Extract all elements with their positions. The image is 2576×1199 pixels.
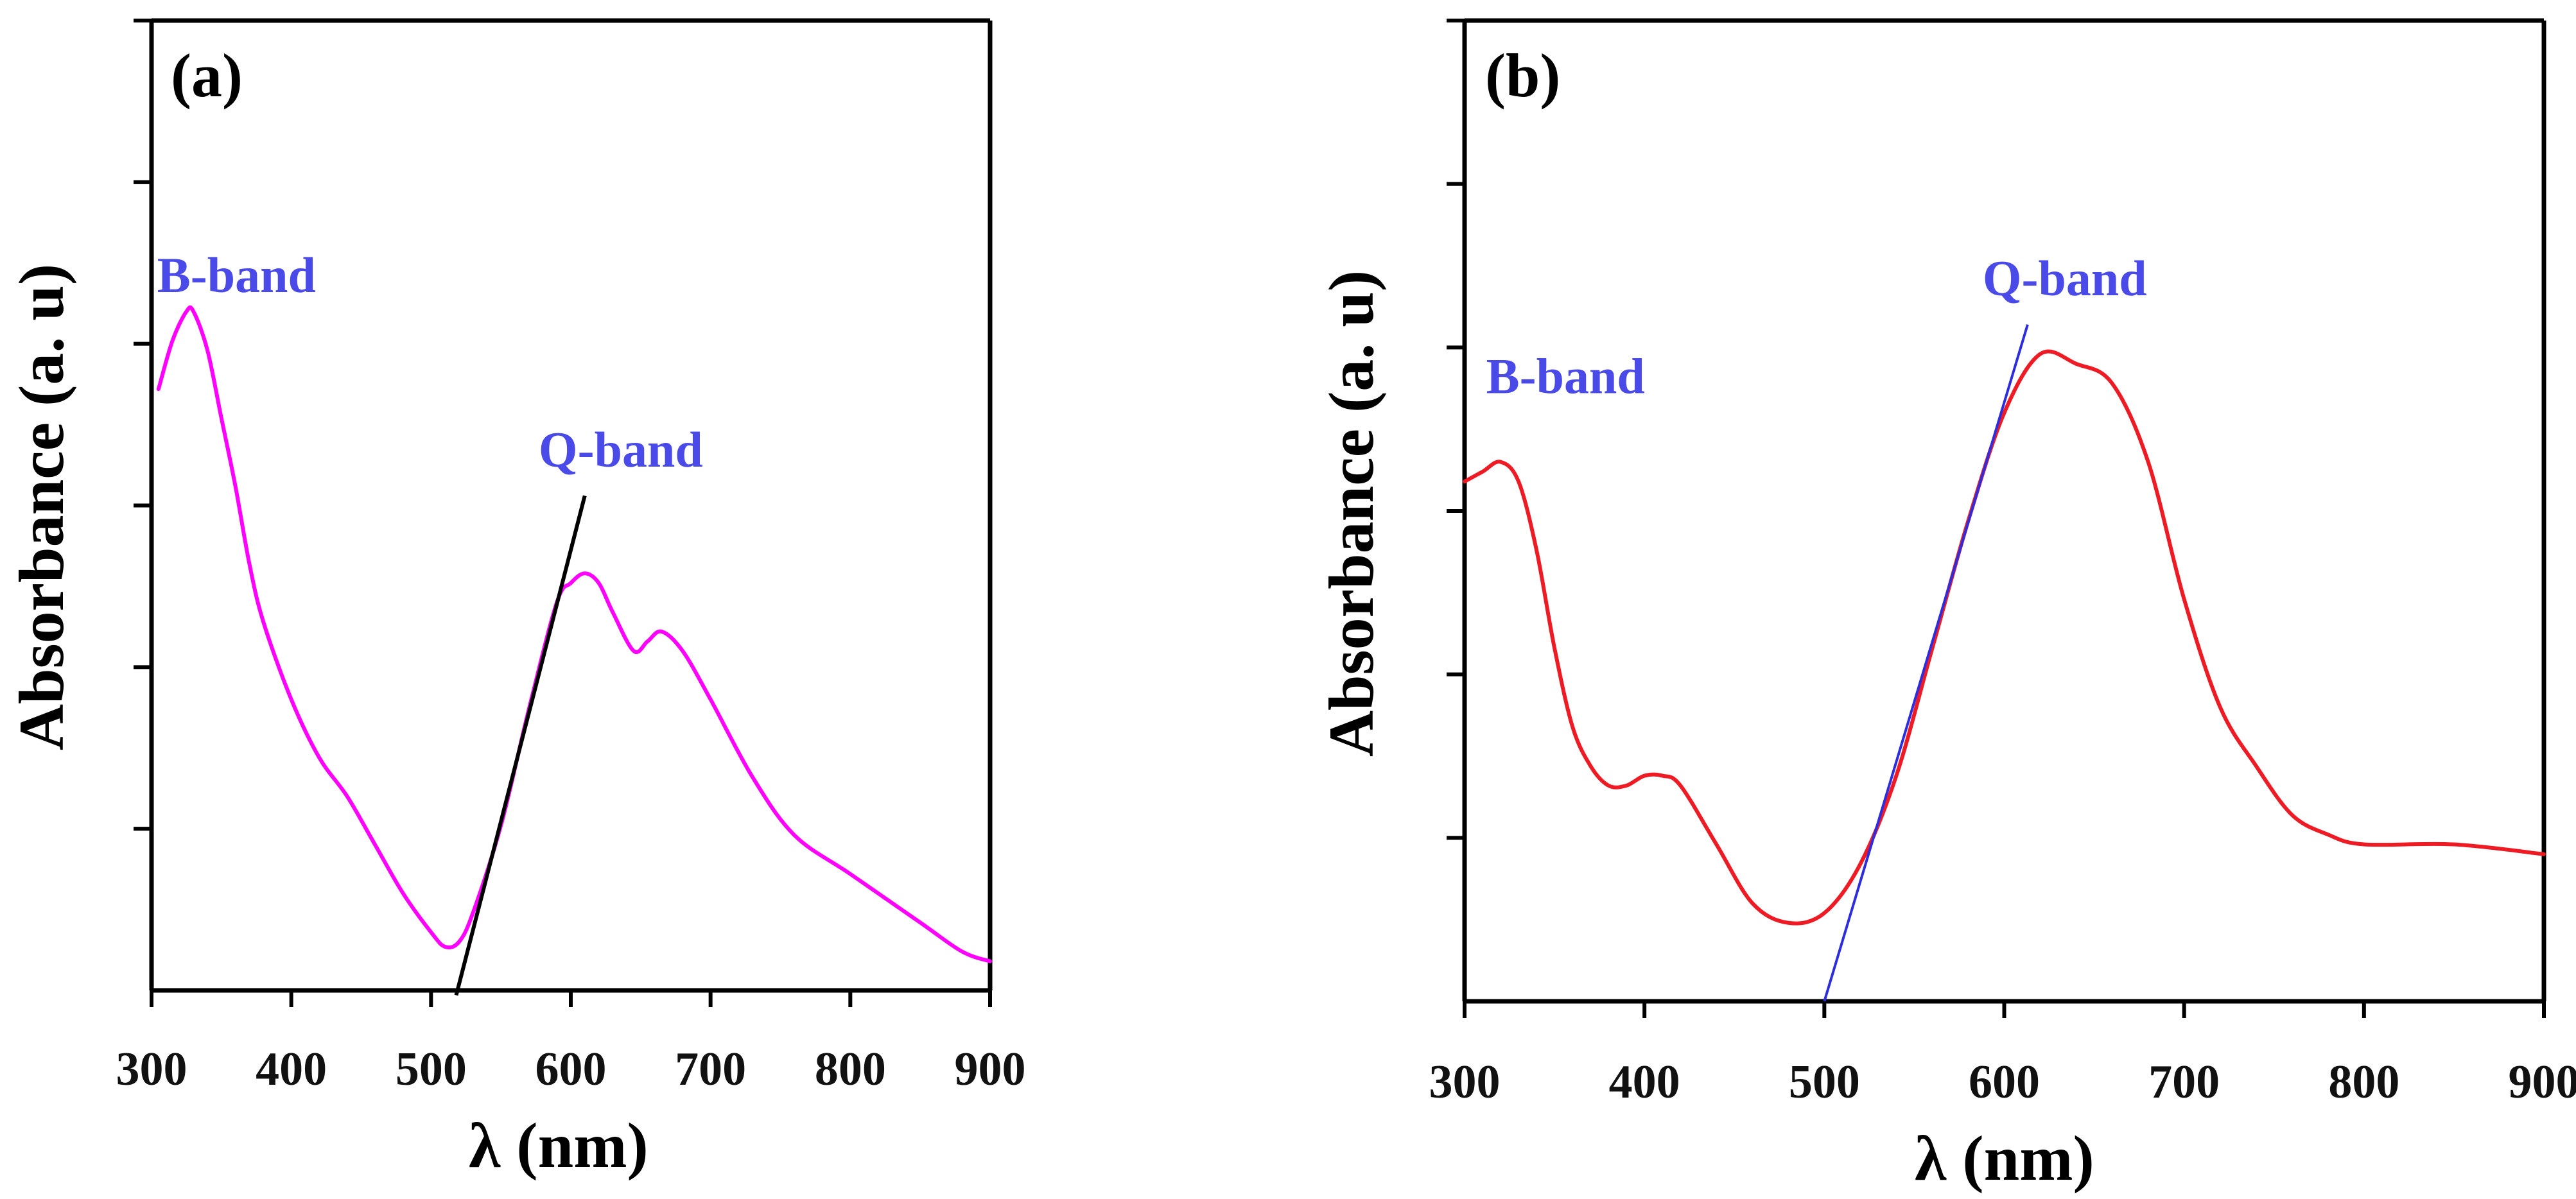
panel-b-series-line: [1463, 349, 2546, 926]
panel-b-y-axis-label: Absorbance (a. u): [1316, 270, 1387, 757]
panel-a-q-band-pointer-line: [454, 495, 587, 996]
panel-b-x-ticks: [1463, 1001, 2546, 1018]
panel-a-y-ticks: [134, 19, 152, 831]
panel-a-label: (a): [171, 41, 243, 110]
panel-b-x-tick-label: 400: [1609, 1056, 1680, 1108]
panel-a-x-tick-label: 700: [675, 1043, 746, 1096]
panel-a-x-tick-label: 600: [535, 1043, 607, 1096]
panel-b-x-tick-labels: 300 400 500 600 700 800 900: [1429, 1056, 2576, 1108]
panel-a-q-band-label: Q-band: [539, 422, 703, 478]
panel-a-x-tick-labels: 300 400 500 600 700 800 900: [116, 1043, 1026, 1096]
panel-b-x-tick-label: 800: [2328, 1056, 2399, 1108]
panel-a-x-tick-label: 900: [955, 1043, 1026, 1096]
panel-a-chart: 300 400 500 600 700 800 900 B-band Q-band (a) …: [6, 18, 1026, 1181]
panel-b-x-tick-label: 900: [2509, 1056, 2576, 1108]
panel-b-y-ticks: [1447, 19, 1465, 840]
panel-b-x-tick-label: 500: [1789, 1056, 1860, 1108]
panel-b-x-axis-label: λ (nm): [1915, 1123, 2094, 1194]
panel-b-label: (b): [1485, 41, 1560, 110]
panel-b-b-band-label: B-band: [1486, 349, 1645, 404]
panel-a-y-axis-label: Absorbance (a. u): [6, 264, 77, 750]
panel-b-x-tick-label: 700: [2148, 1056, 2220, 1108]
panel-b-chart: 300 400 500 600 700 800 900 B-band Q-band (b) …: [1316, 18, 2576, 1194]
panel-b-x-tick-label: 600: [1969, 1056, 2040, 1108]
panel-a-x-ticks: [150, 990, 992, 1007]
panel-b-x-tick-label: 300: [1429, 1056, 1501, 1108]
panel-a-x-tick-label: 300: [116, 1043, 187, 1096]
panel-b-q-band-label: Q-band: [1983, 250, 2147, 306]
panel-a-b-band-label: B-band: [157, 247, 316, 303]
panel-a-x-tick-label: 400: [256, 1043, 327, 1096]
panel-a-x-tick-label: 500: [396, 1043, 467, 1096]
panel-a-x-tick-label: 800: [815, 1043, 886, 1096]
panel-b-q-band-pointer-line: [1823, 324, 2029, 1002]
panel-a-x-axis-label: λ (nm): [469, 1110, 648, 1181]
